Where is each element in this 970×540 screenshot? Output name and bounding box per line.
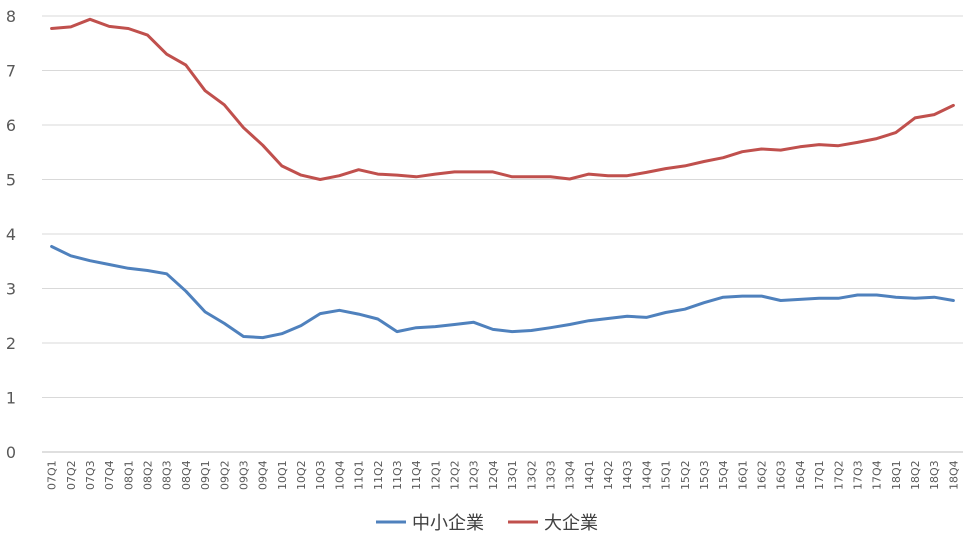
- x-tick-label: 12Q2: [449, 460, 462, 490]
- y-axis-ticks: 0 1 2 3 4 5 6 7 8: [6, 7, 16, 462]
- legend-label-0: 中小企業: [412, 513, 484, 534]
- x-tick-label: 07Q3: [84, 460, 97, 490]
- x-tick-label: 10Q3: [314, 460, 327, 490]
- x-tick-label: 13Q2: [525, 460, 538, 490]
- x-tick-label: 13Q3: [544, 460, 557, 490]
- y-tick-label: 4: [6, 225, 16, 244]
- x-tick-label: 10Q4: [333, 460, 346, 490]
- series-line-1: [50, 17, 955, 181]
- x-tick-label: 15Q3: [698, 460, 711, 490]
- x-tick-label: 16Q1: [736, 460, 749, 490]
- x-tick-label: 09Q1: [199, 460, 212, 490]
- x-tick-label: 16Q2: [756, 460, 769, 490]
- x-tick-label: 13Q4: [564, 460, 577, 490]
- y-tick-label: 3: [6, 280, 16, 299]
- x-tick-label: 16Q3: [775, 460, 788, 490]
- x-tick-label: 10Q1: [276, 460, 289, 490]
- y-tick-label: 2: [6, 334, 16, 353]
- x-tick-label: 16Q4: [794, 460, 807, 490]
- x-tick-label: 17Q2: [832, 460, 845, 490]
- x-tick-label: 08Q4: [180, 460, 193, 490]
- x-tick-label: 09Q2: [218, 460, 231, 490]
- y-tick-label: 6: [6, 116, 16, 135]
- x-tick-label: 11Q4: [410, 460, 423, 490]
- x-tick-label: 17Q4: [871, 460, 884, 490]
- x-tick-label: 14Q4: [640, 460, 653, 490]
- x-tick-label: 09Q3: [237, 460, 250, 490]
- x-tick-label: 15Q4: [717, 460, 730, 490]
- x-tick-label: 14Q1: [583, 460, 596, 490]
- x-tick-label: 11Q3: [391, 460, 404, 490]
- y-tick-label: 5: [6, 171, 16, 190]
- x-tick-label: 12Q4: [487, 460, 500, 490]
- x-tick-label: 15Q1: [660, 460, 673, 490]
- x-tick-label: 14Q3: [621, 460, 634, 490]
- gridlines: [42, 15, 963, 453]
- x-axis-ticks: 07Q1 07Q2 07Q3 07Q4 08Q1 08Q2 08Q3 08Q4 09Q1 09Q2…: [46, 460, 961, 490]
- x-tick-label: 18Q3: [928, 460, 941, 490]
- legend: 中小企業 大企業: [376, 513, 598, 534]
- legend-label-1: 大企業: [544, 513, 598, 534]
- x-tick-label: 08Q2: [142, 460, 155, 490]
- x-tick-label: 11Q1: [353, 460, 366, 490]
- y-tick-label: 7: [6, 62, 16, 81]
- x-tick-label: 07Q2: [65, 460, 78, 490]
- x-tick-label: 08Q3: [161, 460, 174, 490]
- x-tick-label: 14Q2: [602, 460, 615, 490]
- x-tick-label: 18Q1: [890, 460, 903, 490]
- y-tick-label: 8: [6, 7, 16, 26]
- x-tick-label: 08Q1: [122, 460, 135, 490]
- x-tick-label: 12Q3: [468, 460, 481, 490]
- x-tick-label: 17Q1: [813, 460, 826, 490]
- y-tick-label: 1: [6, 389, 16, 408]
- x-tick-label: 07Q4: [103, 460, 116, 490]
- y-tick-label: 0: [6, 443, 16, 462]
- x-tick-label: 18Q4: [947, 460, 960, 490]
- x-tick-label: 18Q2: [909, 460, 922, 490]
- x-tick-label: 10Q2: [295, 460, 308, 490]
- x-tick-label: 07Q1: [46, 460, 59, 490]
- x-tick-label: 09Q4: [257, 460, 270, 490]
- series-line-0: [50, 245, 955, 340]
- x-tick-label: 15Q2: [679, 460, 692, 490]
- x-tick-label: 11Q2: [372, 460, 385, 490]
- x-tick-label: 12Q1: [429, 460, 442, 490]
- x-tick-label: 17Q3: [851, 460, 864, 490]
- series-lines: [50, 17, 955, 340]
- x-tick-label: 13Q1: [506, 460, 519, 490]
